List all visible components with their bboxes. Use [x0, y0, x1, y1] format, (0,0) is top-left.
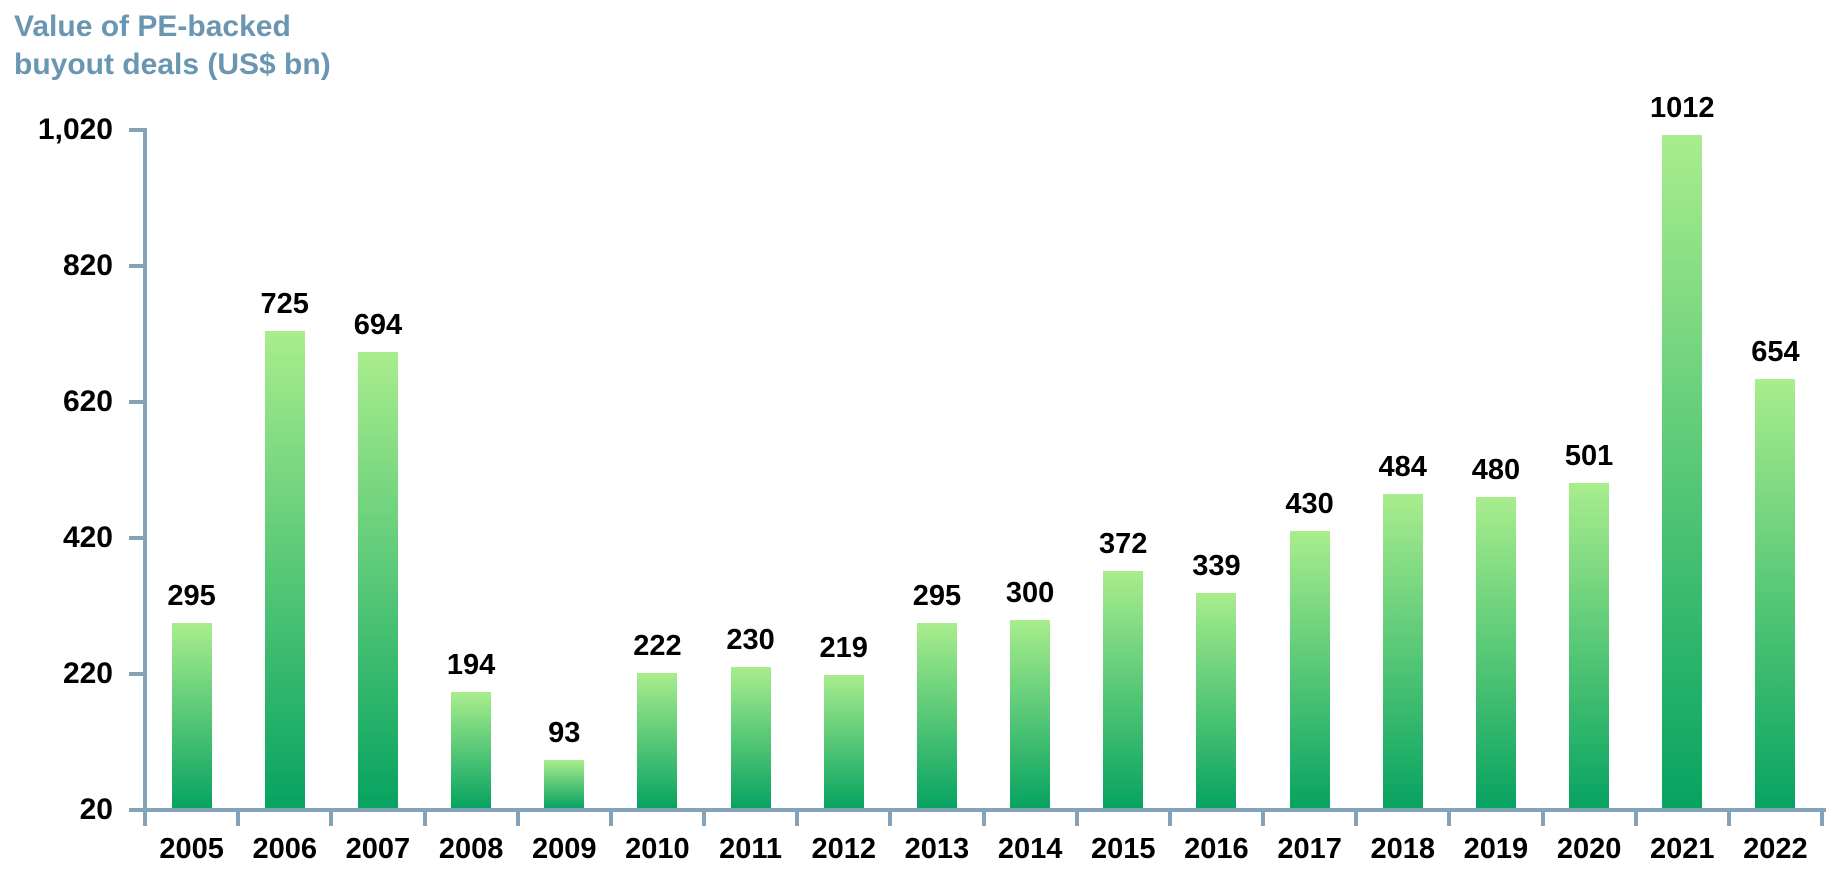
bar-value-label-2012: 219: [819, 631, 868, 664]
bar-value-label-2006: 725: [260, 287, 309, 320]
x-axis-tick: [329, 812, 334, 826]
x-axis-label-2009: 2009: [531, 833, 597, 865]
y-axis-tick-label: 20: [79, 793, 113, 826]
bar-2015: [1103, 570, 1144, 808]
bar-2008: [451, 691, 492, 808]
y-axis-tick-label: 220: [62, 657, 113, 690]
bar-value-label-2018: 484: [1378, 451, 1427, 484]
bar-2018: [1382, 494, 1423, 808]
x-axis-label-2014: 2014: [997, 833, 1063, 865]
x-axis-tick: [702, 812, 706, 826]
y-axis-tick: [129, 536, 143, 540]
bar-2013: [916, 623, 957, 808]
chart-title: Value of PE-backed buyout deals (US$ bn): [14, 10, 331, 81]
bar-value-label-2007: 694: [353, 308, 403, 341]
bar-2011: [730, 667, 771, 808]
x-axis-tick: [1354, 812, 1359, 826]
bar-2016: [1196, 593, 1237, 808]
x-axis-label-2021: 2021: [1649, 833, 1715, 865]
bar-2006: [264, 330, 305, 808]
x-axis-tick: [981, 812, 986, 826]
x-axis-tick: [1540, 812, 1545, 826]
x-axis-tick: [608, 812, 613, 826]
x-axis-tick: [515, 812, 520, 826]
y-axis-tick: [129, 264, 143, 268]
y-axis-tick: [129, 128, 143, 132]
bar-2017: [1289, 531, 1330, 808]
x-axis-label-2007: 2007: [345, 833, 411, 865]
x-axis-label-2013: 2013: [904, 833, 970, 865]
x-axis-tick: [1261, 812, 1265, 826]
bar-value-label-2014: 300: [1005, 576, 1055, 609]
y-axis-tick: [129, 672, 143, 676]
bar-value-label-2010: 222: [633, 629, 682, 662]
x-axis-label-2016: 2016: [1184, 833, 1249, 865]
y-axis-tick: [129, 400, 143, 404]
bar-value-label-2017: 430: [1285, 488, 1334, 521]
bar-2022: [1755, 378, 1796, 808]
x-axis-label-2012: 2012: [811, 833, 876, 865]
bar-2005: [171, 623, 212, 808]
y-axis-tick: [129, 808, 143, 812]
bar-2009: [544, 760, 585, 808]
x-axis-label-2018: 2018: [1370, 833, 1435, 865]
x-axis-label-2020: 2020: [1556, 833, 1622, 865]
x-axis-tick: [1167, 812, 1172, 826]
x-axis-tick: [795, 812, 800, 826]
x-axis-label-2010: 2010: [625, 833, 690, 865]
bar-2010: [637, 672, 678, 808]
bar-2007: [357, 351, 398, 808]
y-axis-line: [143, 128, 147, 812]
x-axis-label-2011: 2011: [719, 833, 783, 865]
x-axis-label-2006: 2006: [252, 833, 317, 865]
bar-2020: [1569, 482, 1610, 808]
x-axis-label-2015: 2015: [1090, 833, 1156, 865]
bar-2014: [1010, 619, 1051, 808]
bar-value-label-2015: 372: [1099, 527, 1148, 560]
x-axis-tick: [1820, 812, 1824, 826]
x-axis-tick: [888, 812, 893, 826]
bar-value-label-2011: 230: [726, 624, 775, 657]
x-axis-tick: [422, 812, 427, 826]
x-axis-label-2017: 2017: [1277, 833, 1342, 865]
bar-value-label-2019: 480: [1471, 454, 1521, 487]
x-axis-tick: [236, 812, 241, 826]
bar-value-label-2013: 295: [912, 580, 962, 612]
bar-value-label-2008: 194: [446, 648, 496, 681]
bar-2012: [823, 674, 864, 808]
x-axis-line: [143, 808, 1826, 812]
bar-value-label-2016: 339: [1192, 550, 1241, 583]
x-axis-tick: [1726, 812, 1731, 826]
bar-value-label-2021: 1012: [1649, 92, 1715, 125]
x-axis-tick: [1447, 812, 1452, 826]
y-axis-tick-label: 1,020: [37, 113, 113, 146]
x-axis-label-2022: 2022: [1743, 833, 1808, 865]
bar-2021: [1662, 135, 1703, 808]
y-axis-tick-label: 820: [62, 249, 113, 282]
bar-value-label-2005: 295: [167, 580, 216, 612]
x-axis-label-2005: 2005: [159, 833, 224, 865]
y-axis-tick-label: 420: [62, 521, 113, 554]
bar-2019: [1475, 497, 1516, 808]
x-axis-tick: [143, 812, 147, 826]
x-axis-label-2008: 2008: [438, 833, 504, 865]
bar-value-label-2020: 501: [1564, 439, 1614, 472]
bar-value-label-2022: 654: [1751, 335, 1800, 368]
y-axis-tick-label: 620: [62, 385, 113, 418]
bar-value-label-2009: 93: [548, 717, 581, 750]
x-axis-label-2019: 2019: [1463, 833, 1529, 865]
x-axis-tick: [1074, 812, 1079, 826]
x-axis-tick: [1633, 812, 1638, 826]
